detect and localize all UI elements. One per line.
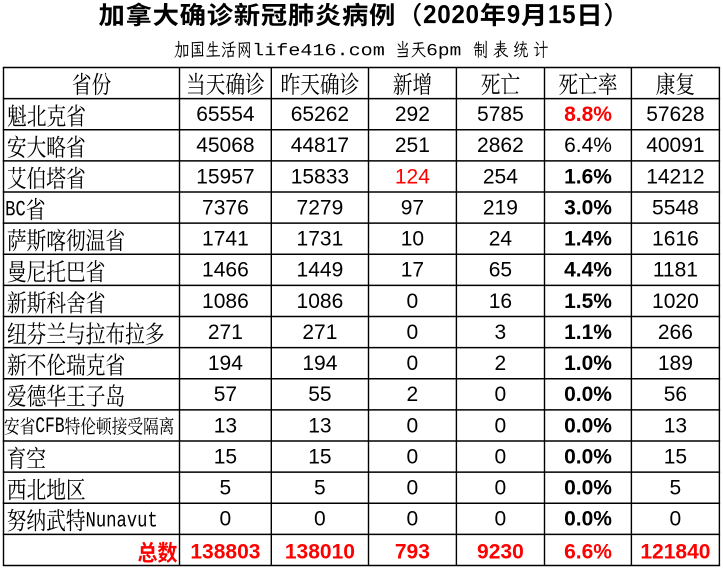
svg-text:0: 0 bbox=[495, 477, 507, 500]
svg-text:1449: 1449 bbox=[297, 259, 344, 282]
svg-text:24: 24 bbox=[489, 228, 513, 251]
svg-text:97: 97 bbox=[401, 196, 424, 219]
svg-text:1741: 1741 bbox=[202, 228, 249, 251]
svg-text:0: 0 bbox=[495, 445, 507, 468]
svg-text:0: 0 bbox=[220, 508, 232, 531]
svg-text:1181: 1181 bbox=[653, 259, 698, 282]
svg-text:1616: 1616 bbox=[652, 228, 699, 251]
svg-text:138010: 138010 bbox=[285, 541, 355, 564]
svg-text:5: 5 bbox=[314, 477, 326, 500]
svg-text:1731: 1731 bbox=[297, 228, 344, 251]
svg-text:0: 0 bbox=[670, 508, 682, 531]
svg-text:0.0%: 0.0% bbox=[564, 414, 612, 437]
svg-text:121840: 121840 bbox=[640, 541, 710, 564]
svg-text:124: 124 bbox=[395, 165, 430, 188]
svg-text:57: 57 bbox=[214, 383, 237, 406]
svg-text:55: 55 bbox=[308, 383, 331, 406]
svg-text:1.5%: 1.5% bbox=[564, 290, 612, 313]
svg-text:15: 15 bbox=[664, 445, 687, 468]
svg-text:0: 0 bbox=[495, 508, 507, 531]
svg-text:219: 219 bbox=[483, 196, 518, 219]
svg-text:15: 15 bbox=[308, 445, 331, 468]
svg-text:1.0%: 1.0% bbox=[564, 352, 612, 375]
svg-text:1.4%: 1.4% bbox=[564, 228, 612, 251]
svg-text:15833: 15833 bbox=[291, 165, 349, 188]
svg-text:40091: 40091 bbox=[646, 134, 704, 157]
svg-text:6.6%: 6.6% bbox=[564, 541, 612, 564]
svg-text:5548: 5548 bbox=[652, 196, 699, 219]
svg-text:4.4%: 4.4% bbox=[564, 259, 612, 282]
svg-text:44817: 44817 bbox=[291, 134, 349, 157]
svg-text:138803: 138803 bbox=[190, 541, 260, 564]
svg-text:17: 17 bbox=[401, 259, 424, 282]
svg-text:0: 0 bbox=[407, 321, 419, 344]
svg-text:56: 56 bbox=[664, 383, 687, 406]
svg-text:5785: 5785 bbox=[477, 103, 524, 126]
svg-text:13: 13 bbox=[308, 414, 331, 437]
svg-text:13: 13 bbox=[664, 414, 687, 437]
svg-text:1.1%: 1.1% bbox=[564, 321, 612, 344]
svg-text:251: 251 bbox=[395, 134, 430, 157]
svg-text:65262: 65262 bbox=[291, 103, 349, 126]
svg-text:194: 194 bbox=[302, 352, 337, 375]
svg-text:254: 254 bbox=[483, 165, 518, 188]
svg-text:2: 2 bbox=[407, 383, 419, 406]
svg-text:0: 0 bbox=[495, 414, 507, 437]
svg-text:271: 271 bbox=[302, 321, 337, 344]
svg-text:194: 194 bbox=[208, 352, 243, 375]
svg-text:6.4%: 6.4% bbox=[564, 134, 612, 157]
svg-text:0.0%: 0.0% bbox=[564, 445, 612, 468]
svg-text:15957: 15957 bbox=[196, 165, 254, 188]
svg-text:5: 5 bbox=[220, 477, 232, 500]
svg-text:0: 0 bbox=[314, 508, 326, 531]
svg-text:2: 2 bbox=[495, 352, 507, 375]
svg-text:0: 0 bbox=[407, 290, 419, 313]
svg-text:1.6%: 1.6% bbox=[564, 165, 612, 188]
svg-text:2862: 2862 bbox=[477, 134, 524, 157]
svg-text:266: 266 bbox=[658, 321, 693, 344]
svg-text:0: 0 bbox=[407, 508, 419, 531]
svg-text:5: 5 bbox=[670, 477, 682, 500]
svg-text:16: 16 bbox=[489, 290, 512, 313]
svg-text:1020: 1020 bbox=[652, 290, 699, 313]
svg-text:57628: 57628 bbox=[646, 103, 704, 126]
svg-text:7279: 7279 bbox=[297, 196, 344, 219]
svg-text:9230: 9230 bbox=[477, 541, 524, 564]
svg-text:14212: 14212 bbox=[646, 165, 704, 188]
svg-text:0: 0 bbox=[407, 477, 419, 500]
svg-text:0.0%: 0.0% bbox=[564, 383, 612, 406]
svg-text:189: 189 bbox=[658, 352, 693, 375]
svg-text:65554: 65554 bbox=[196, 103, 255, 126]
svg-text:0.0%: 0.0% bbox=[564, 508, 612, 531]
svg-text:0.0%: 0.0% bbox=[564, 477, 612, 500]
svg-text:292: 292 bbox=[395, 103, 430, 126]
svg-text:8.8%: 8.8% bbox=[564, 103, 612, 126]
svg-text:13: 13 bbox=[214, 414, 237, 437]
svg-text:0: 0 bbox=[495, 383, 507, 406]
svg-text:10: 10 bbox=[401, 228, 424, 251]
svg-text:65: 65 bbox=[489, 259, 512, 282]
svg-text:0: 0 bbox=[407, 352, 419, 375]
svg-text:3: 3 bbox=[495, 321, 507, 344]
svg-text:0: 0 bbox=[407, 414, 419, 437]
svg-text:1086: 1086 bbox=[202, 290, 249, 313]
svg-text:793: 793 bbox=[395, 541, 430, 564]
svg-text:271: 271 bbox=[208, 321, 243, 344]
svg-text:45068: 45068 bbox=[196, 134, 254, 157]
svg-text:15: 15 bbox=[214, 445, 237, 468]
svg-text:7376: 7376 bbox=[202, 196, 249, 219]
svg-text:1466: 1466 bbox=[202, 259, 249, 282]
svg-text:1086: 1086 bbox=[297, 290, 344, 313]
svg-text:3.0%: 3.0% bbox=[564, 196, 612, 219]
svg-text:0: 0 bbox=[407, 445, 419, 468]
